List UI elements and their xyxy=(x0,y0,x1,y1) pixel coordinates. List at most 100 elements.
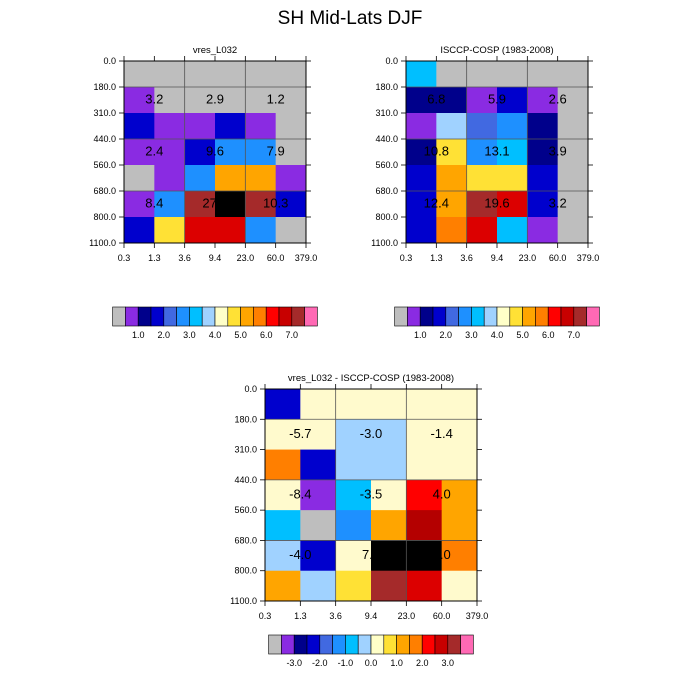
panel-2-cell xyxy=(497,165,528,192)
panel-2-cell xyxy=(436,139,468,166)
panel-3-xtick-label: 9.4 xyxy=(365,611,378,621)
panel-1-cell xyxy=(184,61,216,88)
panel-3-legend-label: -2.0 xyxy=(312,658,328,668)
panel-2-box-label: 5.9 xyxy=(488,92,506,107)
panel-2-legend-swatch xyxy=(445,306,459,327)
panel-3-cell xyxy=(371,449,407,481)
panel-1-cell xyxy=(154,113,186,140)
panel-3-cell xyxy=(300,389,337,420)
panel-1-legend-swatch xyxy=(291,306,305,327)
panel-1-cell xyxy=(275,87,307,114)
panel-3-legend-label: -3.0 xyxy=(286,658,302,668)
panel-1-cell xyxy=(215,61,246,88)
panel-2-cell xyxy=(557,139,589,166)
panel-3-cell xyxy=(300,479,337,511)
panel-1-title: vres_L032 xyxy=(193,45,237,56)
panel-1-ytick-label: 800.0 xyxy=(93,212,116,222)
panel-2-ytick-label: 800.0 xyxy=(375,212,398,222)
panel-3-xtick-label: 0.3 xyxy=(259,611,272,621)
panel-2-legend-swatch xyxy=(560,306,575,327)
panel-1-xtick-label: 9.4 xyxy=(209,253,222,263)
panel-3-xtick-label: 3.6 xyxy=(329,611,342,621)
panel-2-legend-swatch xyxy=(407,306,421,327)
panel-1-cell xyxy=(184,87,216,114)
panel-3-legend-swatch xyxy=(460,634,474,655)
panel-2-cell xyxy=(497,191,528,218)
panel-1-legend-swatch xyxy=(304,306,318,327)
panel-3-cell xyxy=(335,540,372,572)
panel-1-cell xyxy=(215,139,246,166)
panel-3-cell xyxy=(441,570,478,602)
panel-2-cell xyxy=(466,87,498,114)
panel-3-cell xyxy=(300,449,337,481)
panel-3-cell xyxy=(265,389,301,420)
panel-1-cell xyxy=(215,87,246,114)
panel-3-legend-swatch xyxy=(281,634,295,655)
panel-2-cell xyxy=(527,113,559,140)
panel-3-box-label: -8.4 xyxy=(289,486,311,501)
panel-3-box-label: -3.0 xyxy=(360,426,382,441)
panel-2-cell xyxy=(497,113,528,140)
panel-1-cell xyxy=(124,61,155,88)
panel-3-legend-swatch xyxy=(421,634,436,655)
panel-3-box-label: 7.6 xyxy=(362,547,380,562)
panel-1-cell xyxy=(124,191,155,218)
panel-3-cell xyxy=(441,510,478,541)
panel-3-legend-swatch xyxy=(268,634,282,655)
panel-1-xtick-label: 0.3 xyxy=(118,253,131,263)
panel-2-xtick-label: 60.0 xyxy=(549,253,567,263)
panel-1-xtick-label: 60.0 xyxy=(267,253,285,263)
panel-3-ytick-label: 680.0 xyxy=(234,535,257,545)
panel-1-cell xyxy=(275,217,307,244)
panel-2-xtick-label: 9.4 xyxy=(491,253,504,263)
panel-2-ytick-label: 0.0 xyxy=(385,56,398,66)
panel-2-cell xyxy=(497,217,528,244)
panel-1-legend-label: 3.0 xyxy=(183,330,196,340)
panel-2-cell xyxy=(527,87,559,114)
panel-1-box-label: 2.4 xyxy=(145,144,163,159)
panel-2-cell xyxy=(557,61,589,88)
panel-1-cell xyxy=(154,217,186,244)
panel-1-legend-swatch xyxy=(137,306,152,327)
panel-2-xtick-label: 3.6 xyxy=(460,253,473,263)
panel-3-cell xyxy=(406,570,443,602)
panel-2-cell xyxy=(436,165,468,192)
panel-2-legend-swatch xyxy=(509,306,523,327)
panel-3-cell xyxy=(335,389,372,420)
panel-3-cell xyxy=(300,510,337,541)
panel-2-legend-label: 1.0 xyxy=(414,330,427,340)
panel-3-ytick-label: 440.0 xyxy=(234,475,257,485)
panel-2-box-label: 3.9 xyxy=(549,144,567,159)
panel-1-legend-swatch xyxy=(265,306,280,327)
panel-1-legend-label: 5.0 xyxy=(234,330,247,340)
panel-1-xtick-label: 23.0 xyxy=(237,253,255,263)
panel-2-cell xyxy=(466,61,498,88)
panel-3-cell xyxy=(265,510,301,541)
panel-2-legend-swatch xyxy=(547,306,562,327)
panel-3-ytick-label: 180.0 xyxy=(234,414,257,424)
panel-1-box-label: 9.6 xyxy=(206,144,224,159)
panel-3-cell xyxy=(441,479,478,511)
panel-2-cell xyxy=(557,87,589,114)
panel-1-legend-label: 2.0 xyxy=(158,330,171,340)
panel-1-cell xyxy=(154,165,186,192)
panel-1-box-label: 8.4 xyxy=(145,196,163,211)
panel-2-box-label: 13.1 xyxy=(484,144,509,159)
panel-1-legend-swatch xyxy=(112,306,126,327)
panel-2-legend-label: 5.0 xyxy=(516,330,529,340)
panel-1-legend-label: 7.0 xyxy=(286,330,299,340)
panel-3-cell xyxy=(371,570,407,602)
panel-3-cell xyxy=(441,389,478,420)
panel-2-cell xyxy=(466,165,498,192)
panel-2-legend-label: 2.0 xyxy=(440,330,453,340)
panel-3-legend-label: 2.0 xyxy=(416,658,429,668)
panel-3-cell xyxy=(371,479,407,511)
panel-3-legend-swatch xyxy=(396,634,410,655)
panel-1-cell xyxy=(124,217,155,244)
panel-1-box-label: 2.9 xyxy=(206,92,224,107)
panel-1-cell xyxy=(215,165,246,192)
panel-1-cell xyxy=(124,139,155,166)
panel-2-box-label: 2.6 xyxy=(549,92,567,107)
panel-2-ytick-label: 440.0 xyxy=(375,134,398,144)
